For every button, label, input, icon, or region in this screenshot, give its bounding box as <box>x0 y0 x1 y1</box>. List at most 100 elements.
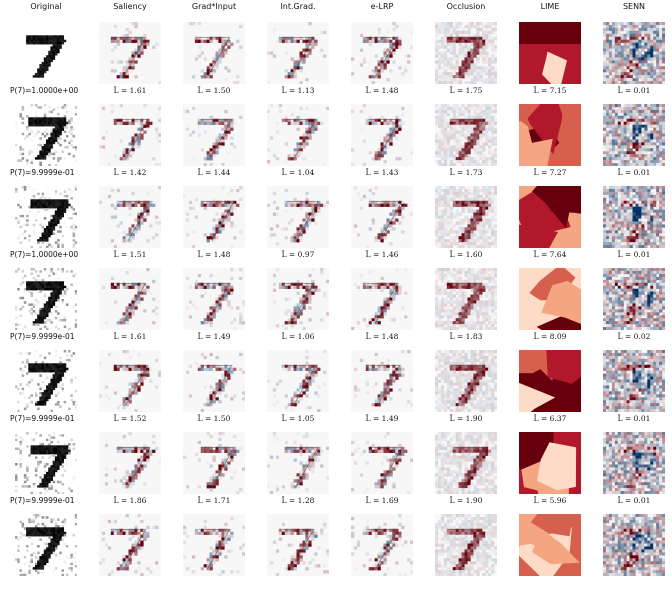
grad-input-map <box>183 432 245 494</box>
cell-score-label: L̂ = 1.61 <box>113 86 147 95</box>
e-lrp-map <box>351 268 413 330</box>
cell-score-label: L̂ = 5.96 <box>533 496 567 505</box>
senn-map <box>603 186 665 248</box>
senn-map <box>603 350 665 412</box>
cell-score-label: L̂ = 8.09 <box>533 332 567 341</box>
cell-score-label: L̂ = 0.01 <box>617 496 651 505</box>
e-lrp-map <box>351 350 413 412</box>
cell-score-label: L̂ = 1.05 <box>281 414 315 423</box>
saliency-map <box>99 186 161 248</box>
original-image <box>15 514 77 576</box>
original-image <box>15 432 77 494</box>
cell-score-label: L̂ = 1.50 <box>197 86 231 95</box>
cell-score-label: L̂ = 1.48 <box>365 332 399 341</box>
cell-score-label: L̂ = 1.48 <box>365 86 399 95</box>
cell-score-label: L̂ = 7.64 <box>533 250 567 259</box>
cell-score-label: L̂ = 1.52 <box>113 414 147 423</box>
grad-input-map <box>183 350 245 412</box>
cell-score-label: L̂ = 1.49 <box>197 332 231 341</box>
cell-score-label: L̂ = 1.69 <box>365 496 399 505</box>
cell-score-label: L̂ = 7.15 <box>533 86 567 95</box>
cell-score-label: L̂ = 0.01 <box>617 414 651 423</box>
row-probability-label: P(7)=9.9999e-01 <box>10 332 75 341</box>
grad-input-map <box>183 186 245 248</box>
column-header-senn: SENN <box>622 2 646 11</box>
int-grad-map <box>267 432 329 494</box>
cell-score-label: L̂ = 1.60 <box>449 250 483 259</box>
cell-score-label: L̂ = 1.86 <box>113 496 147 505</box>
cell-score-label: L̂ = 1.28 <box>281 496 315 505</box>
row-probability-label: P(7)=9.9999e-01 <box>10 414 75 423</box>
saliency-map <box>99 350 161 412</box>
cell-score-label: L̂ = 1.42 <box>113 168 147 177</box>
senn-map <box>603 432 665 494</box>
lime-map <box>519 104 581 166</box>
cell-score-label: L̂ = 1.04 <box>281 168 315 177</box>
occlusion-map <box>435 432 497 494</box>
saliency-map <box>99 514 161 576</box>
occlusion-map <box>435 186 497 248</box>
senn-map <box>603 104 665 166</box>
column-header-grad-input: Grad*Input <box>191 2 237 11</box>
int-grad-map <box>267 186 329 248</box>
senn-map <box>603 22 665 84</box>
original-image <box>15 22 77 84</box>
int-grad-map <box>267 268 329 330</box>
cell-score-label: L̂ = 7.27 <box>533 168 567 177</box>
cell-score-label: L̂ = 0.01 <box>617 250 651 259</box>
original-image <box>15 268 77 330</box>
column-header-e-lrp: e-LRP <box>370 2 394 11</box>
cell-score-label: L̂ = 1.61 <box>113 332 147 341</box>
row-probability-label: P(7)=9.9999e-01 <box>10 168 75 177</box>
cell-score-label: L̂ = 1.13 <box>281 86 315 95</box>
int-grad-map <box>267 104 329 166</box>
senn-map <box>603 514 665 576</box>
grad-input-map <box>183 268 245 330</box>
saliency-map <box>99 432 161 494</box>
cell-score-label: L̂ = 1.43 <box>365 168 399 177</box>
cell-score-label: L̂ = 1.90 <box>449 496 483 505</box>
cell-score-label: L̂ = 1.51 <box>113 250 147 259</box>
e-lrp-map <box>351 514 413 576</box>
lime-map <box>519 350 581 412</box>
e-lrp-map <box>351 186 413 248</box>
grad-input-map <box>183 514 245 576</box>
column-header-lime: LIME <box>540 2 560 11</box>
cell-score-label: L̂ = 0.01 <box>617 168 651 177</box>
e-lrp-map <box>351 22 413 84</box>
senn-map <box>603 268 665 330</box>
column-header-occlusion: Occlusion <box>446 2 486 11</box>
original-image <box>15 104 77 166</box>
cell-score-label: L̂ = 1.50 <box>197 414 231 423</box>
cell-score-label: L̂ = 6.37 <box>533 414 567 423</box>
grad-input-map <box>183 22 245 84</box>
saliency-map <box>99 268 161 330</box>
cell-score-label: L̂ = 1.44 <box>197 168 231 177</box>
cell-score-label: L̂ = 0.97 <box>281 250 315 259</box>
int-grad-map <box>267 514 329 576</box>
row-probability-label: P(7)=1.0000e+00 <box>10 86 79 95</box>
original-image <box>15 186 77 248</box>
column-header-original: Original <box>30 2 62 11</box>
e-lrp-map <box>351 104 413 166</box>
cell-score-label: L̂ = 1.83 <box>449 332 483 341</box>
original-image <box>15 350 77 412</box>
grad-input-map <box>183 104 245 166</box>
e-lrp-map <box>351 432 413 494</box>
cell-score-label: L̂ = 1.73 <box>449 168 483 177</box>
cell-score-label: L̂ = 1.75 <box>449 86 483 95</box>
occlusion-map <box>435 104 497 166</box>
saliency-map <box>99 104 161 166</box>
column-header-saliency: Saliency <box>113 2 147 11</box>
cell-score-label: L̂ = 1.06 <box>281 332 315 341</box>
cell-score-label: L̂ = 0.01 <box>617 86 651 95</box>
lime-map <box>519 186 581 248</box>
cell-score-label: L̂ = 1.90 <box>449 414 483 423</box>
saliency-map <box>99 22 161 84</box>
int-grad-map <box>267 350 329 412</box>
cell-score-label: L̂ = 1.49 <box>365 414 399 423</box>
row-probability-label: P(7)=1.0000e+00 <box>10 250 79 259</box>
cell-score-label: L̂ = 1.46 <box>365 250 399 259</box>
cell-score-label: L̂ = 1.48 <box>197 250 231 259</box>
lime-map <box>519 268 581 330</box>
